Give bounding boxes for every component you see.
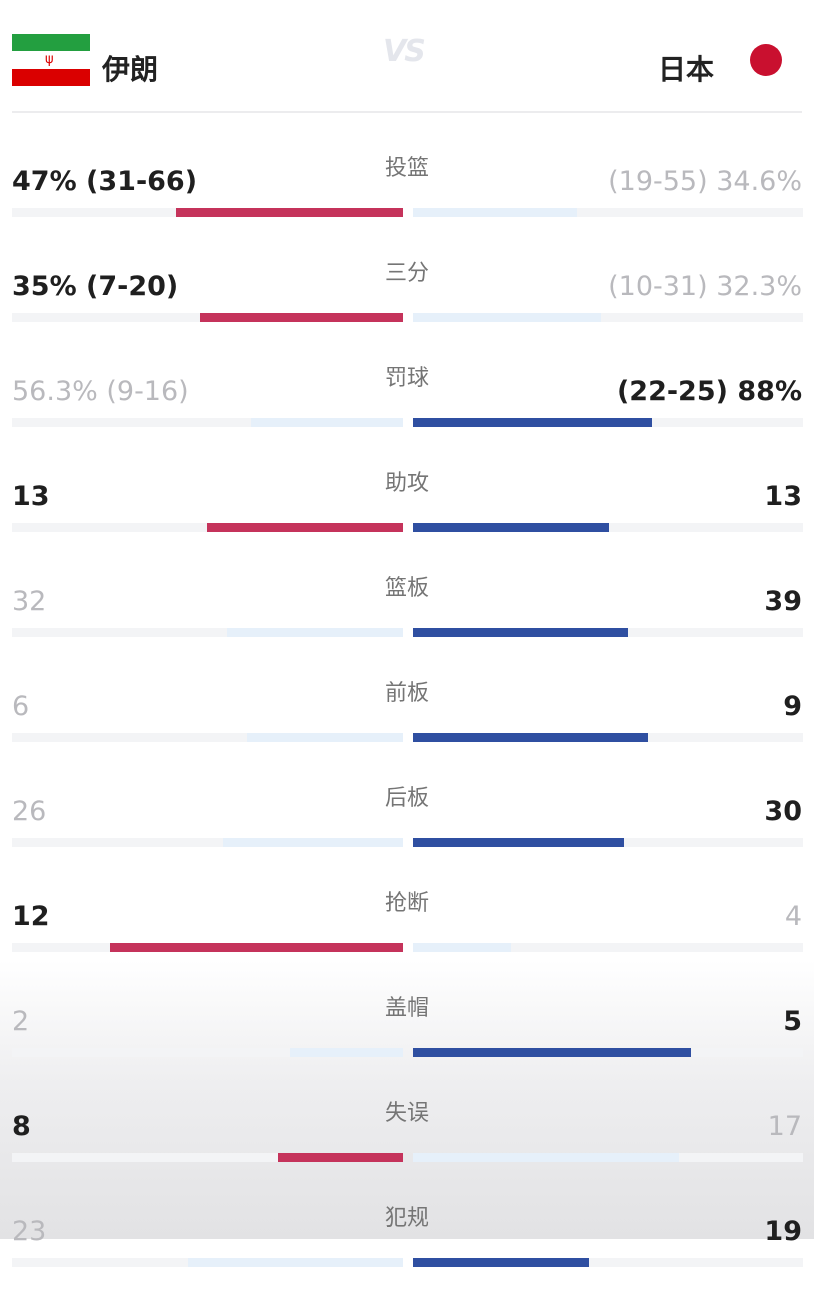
team-name-right[interactable]: 日本 — [657, 53, 714, 86]
stat-value-left: 12 — [12, 901, 50, 932]
bar-right — [413, 418, 652, 427]
stat-value-left: 47% (31-66) — [12, 166, 198, 197]
stat-category-label: 盖帽 — [384, 996, 429, 1021]
bar-left — [278, 1153, 403, 1162]
stat-category-label: 抢断 — [384, 891, 429, 916]
stat-row: 犯规 23 19 — [0, 1198, 814, 1303]
bar-right — [413, 208, 577, 217]
bar-track-right — [413, 208, 803, 217]
stat-value-right: 39 — [764, 586, 802, 617]
bar-left — [223, 838, 403, 847]
team-name-left[interactable]: 伊朗 — [102, 53, 159, 86]
stat-row: 前板 6 9 — [0, 673, 814, 778]
stat-row: 失误 8 17 — [0, 1093, 814, 1198]
stat-value-left: 35% (7-20) — [12, 271, 179, 302]
stat-value-left: 26 — [12, 796, 47, 827]
iran-flag-icon: ψ — [12, 34, 90, 86]
bar-left — [290, 1048, 403, 1057]
bar-left — [176, 208, 403, 217]
stat-row: 后板 26 30 — [0, 778, 814, 883]
stat-value-right: (22-25) 88% — [616, 376, 802, 407]
stat-value-left: 6 — [12, 691, 30, 722]
stat-category-label: 助攻 — [384, 471, 429, 496]
header-divider — [12, 111, 802, 113]
stat-value-right: 4 — [784, 901, 802, 932]
bar-track-right — [413, 943, 803, 952]
bar-left — [207, 523, 403, 532]
bar-right — [413, 628, 628, 637]
stat-value-right: 9 — [783, 691, 802, 722]
stat-value-left: 23 — [12, 1216, 47, 1247]
stat-value-left: 8 — [12, 1111, 31, 1142]
stat-category-label: 失误 — [384, 1101, 429, 1126]
stat-row: 三分 35% (7-20) (10-31) 32.3% — [0, 253, 814, 358]
bar-right — [413, 838, 624, 847]
stat-value-right: 17 — [767, 1111, 802, 1142]
bar-right — [413, 733, 648, 742]
stat-row: 罚球 56.3% (9-16) (22-25) 88% — [0, 358, 814, 463]
stat-value-right: 13 — [764, 481, 802, 512]
bar-track-left — [12, 418, 403, 427]
stat-row: 盖帽 2 5 — [0, 988, 814, 1093]
stat-row: 助攻 13 13 — [0, 463, 814, 568]
stat-value-right: 19 — [764, 1216, 802, 1247]
stat-category-label: 三分 — [384, 261, 429, 286]
match-header: ψ 伊朗 VS 日本 — [0, 0, 814, 112]
bar-track-right — [413, 313, 803, 322]
bar-right — [413, 1258, 589, 1267]
bar-right — [413, 1153, 679, 1162]
bar-track-left — [12, 628, 403, 637]
bar-right — [413, 943, 511, 952]
bar-left — [200, 313, 403, 322]
bar-track-left — [12, 733, 403, 742]
japan-flag-icon — [750, 44, 782, 76]
stat-value-left: 32 — [12, 586, 47, 617]
stat-value-left: 2 — [12, 1006, 30, 1037]
stat-row: 抢断 12 4 — [0, 883, 814, 988]
bar-right — [413, 1048, 691, 1057]
bar-left — [247, 733, 403, 742]
bar-right — [413, 313, 601, 322]
stat-value-right: 30 — [764, 796, 802, 827]
stat-value-right: 5 — [783, 1006, 802, 1037]
stat-row: 篮板 32 39 — [0, 568, 814, 673]
vs-logo: VS — [383, 34, 426, 69]
stat-category-label: 篮板 — [384, 576, 429, 601]
stat-row: 投篮 47% (31-66) (19-55) 34.6% — [0, 148, 814, 253]
stat-value-left: 56.3% (9-16) — [12, 376, 189, 407]
bar-left — [110, 943, 403, 952]
bar-left — [251, 418, 403, 427]
stat-value-right: (19-55) 34.6% — [608, 166, 802, 197]
bar-track-left — [12, 838, 403, 847]
stat-category-label: 犯规 — [384, 1206, 429, 1231]
bar-right — [413, 523, 609, 532]
stat-category-label: 罚球 — [384, 366, 429, 391]
stat-category-label: 前板 — [384, 681, 429, 706]
stat-category-label: 投篮 — [384, 156, 429, 181]
stat-value-right: (10-31) 32.3% — [608, 271, 802, 302]
stat-value-left: 13 — [12, 481, 50, 512]
bar-left — [227, 628, 403, 637]
stat-category-label: 后板 — [384, 786, 429, 811]
bar-left — [188, 1258, 403, 1267]
